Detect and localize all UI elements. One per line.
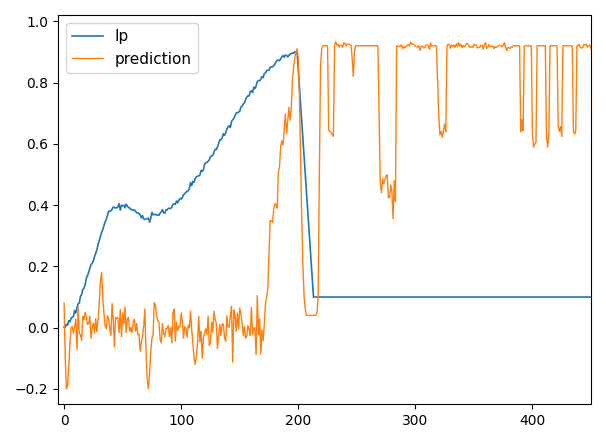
Ip — [61, 324, 68, 330]
prediction — [598, 43, 605, 48]
Ip — [351, 295, 358, 300]
Ip — [291, 49, 298, 54]
prediction — [63, 386, 70, 392]
Ip — [598, 295, 605, 300]
Ip — [516, 295, 523, 300]
prediction — [511, 43, 519, 48]
Ip — [496, 295, 504, 300]
Line: prediction: prediction — [64, 42, 602, 389]
Line: Ip: Ip — [64, 52, 602, 327]
prediction — [61, 300, 68, 306]
prediction — [241, 324, 248, 329]
Ip — [510, 295, 518, 300]
Ip — [71, 308, 78, 313]
prediction — [497, 43, 504, 48]
prediction — [352, 43, 359, 48]
prediction — [72, 317, 79, 322]
Legend: Ip, prediction: Ip, prediction — [66, 23, 198, 73]
prediction — [332, 39, 339, 44]
Ip — [239, 101, 247, 107]
prediction — [517, 129, 524, 134]
